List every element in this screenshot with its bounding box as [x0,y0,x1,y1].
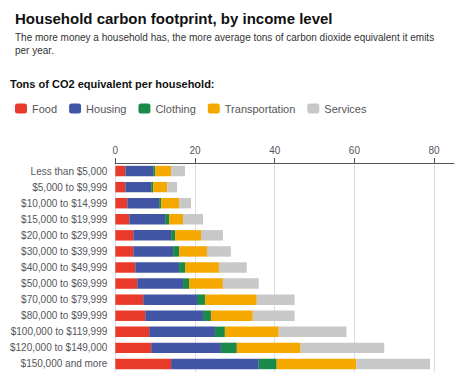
svg-text:Less than $5,000: Less than $5,000 [31,166,108,177]
svg-text:$50,000 to $69,999: $50,000 to $69,999 [21,278,108,289]
svg-text:Transportation: Transportation [225,103,296,115]
svg-text:Household carbon footprint, by: Household carbon footprint, by income le… [15,10,333,27]
svg-text:20: 20 [189,145,201,156]
svg-text:0: 0 [113,145,119,156]
svg-text:$15,000 to $19,999: $15,000 to $19,999 [21,214,108,225]
svg-text:Housing: Housing [86,103,126,115]
svg-text:$10,000 to $14,999: $10,000 to $14,999 [21,198,108,209]
svg-text:$30,000 to $39,999: $30,000 to $39,999 [21,246,108,257]
svg-text:$100,000 to $119,999: $100,000 to $119,999 [11,326,108,337]
svg-text:$150,000 and more: $150,000 and more [21,358,108,369]
svg-text:Tons of CO2 equivalent per hou: Tons of CO2 equivalent per household: [10,78,215,90]
svg-text:40: 40 [269,145,281,156]
svg-text:$40,000 to $49,999: $40,000 to $49,999 [21,262,108,273]
svg-text:The more money a household has: The more money a household has, the more… [15,32,434,43]
svg-text:$5,000 to $9,999: $5,000 to $9,999 [32,182,108,193]
svg-text:Services: Services [324,103,367,115]
svg-text:per year.: per year. [15,45,54,56]
svg-text:$20,000 to $29,999: $20,000 to $29,999 [21,230,108,241]
svg-text:$80,000 to $99,999: $80,000 to $99,999 [21,310,108,321]
svg-text:80: 80 [429,145,441,156]
svg-text:Food: Food [32,103,57,115]
svg-text:$70,000 to $79,999: $70,000 to $79,999 [21,294,108,305]
svg-text:Clothing: Clothing [155,103,195,115]
svg-text:60: 60 [349,145,361,156]
svg-text:$120,000 to $149,000: $120,000 to $149,000 [10,342,108,353]
